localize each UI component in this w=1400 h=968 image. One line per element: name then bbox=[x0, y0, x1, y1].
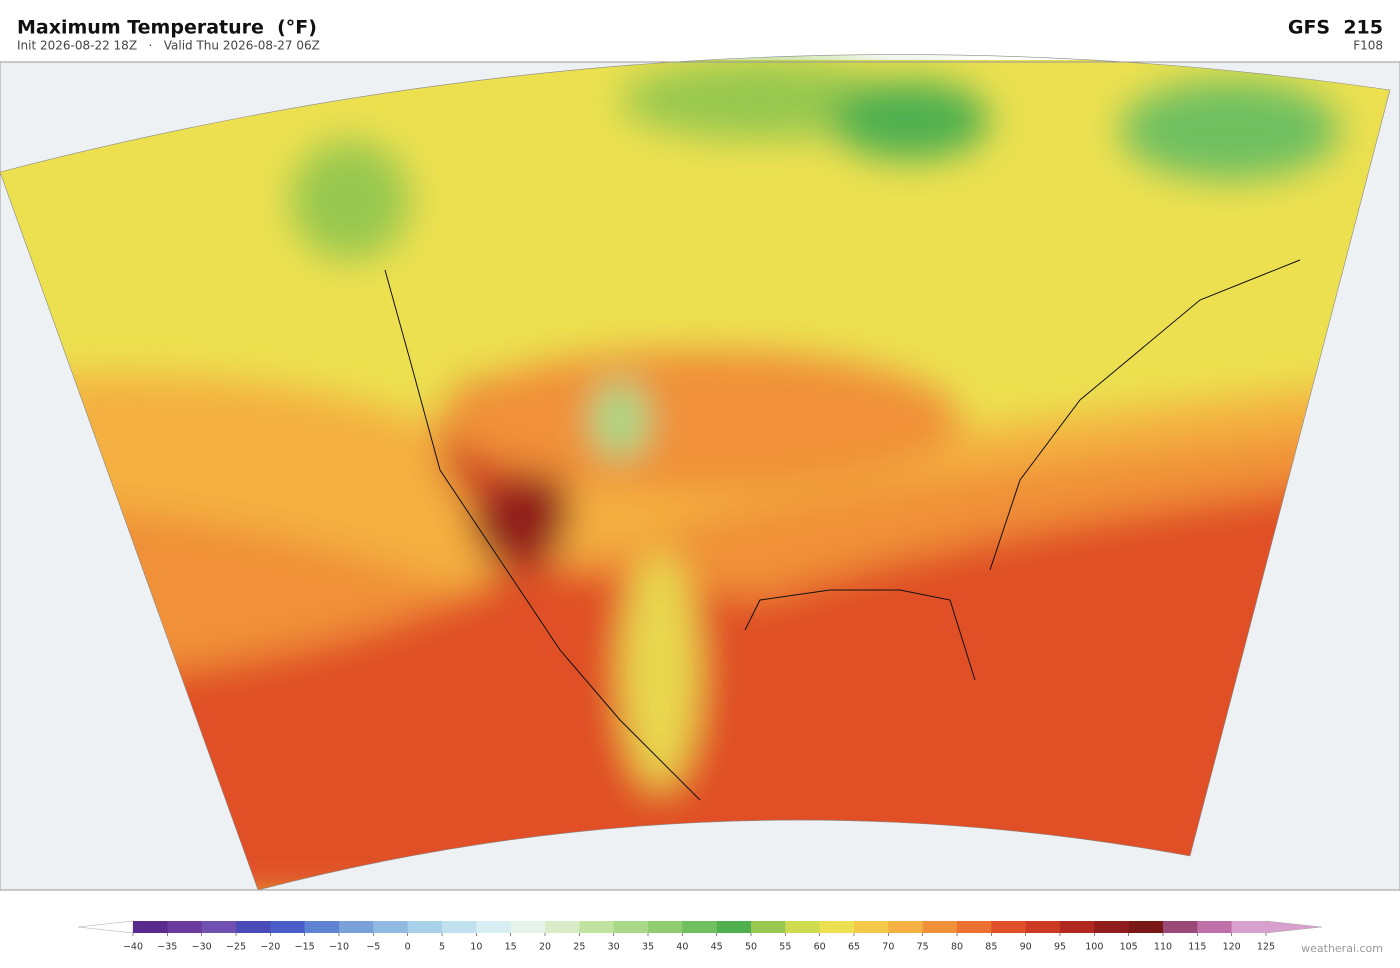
colorbar-tick-label: −30 bbox=[192, 942, 212, 953]
colorbar-tick-label: 110 bbox=[1154, 942, 1172, 953]
colorbar-tick-label: 40 bbox=[676, 942, 688, 953]
colorbar-bin bbox=[167, 921, 202, 933]
colorbar-tick-label: 0 bbox=[405, 942, 411, 953]
colorbar-tick-label: 125 bbox=[1257, 942, 1275, 953]
colorbar-tick-label: 25 bbox=[573, 942, 585, 953]
colorbar-bin bbox=[1060, 921, 1095, 933]
colorbar-tick-label: 30 bbox=[608, 942, 620, 953]
title: Maximum Temperature (°F) bbox=[17, 17, 317, 39]
colorbar: −40 −35 −30 −25 −20 −15 −10 −5 0 5 10 15 20 25 30 35 40 4… bbox=[77, 920, 1323, 953]
map-border bbox=[0, 61, 1400, 891]
colorbar-over bbox=[1265, 920, 1323, 934]
colorbar-bin bbox=[613, 921, 649, 933]
colorbar-bin bbox=[957, 921, 992, 933]
colorbar-tick-label: 85 bbox=[985, 942, 997, 953]
colorbar-bin bbox=[991, 921, 1026, 933]
colorbar-bin bbox=[682, 921, 717, 933]
colorbar-tick-label: 75 bbox=[917, 942, 929, 953]
colorbar-tick-label: 120 bbox=[1223, 942, 1241, 953]
colorbar-tick-label: 60 bbox=[814, 942, 826, 953]
domain-outline bbox=[0, 54, 1391, 891]
colorbar-tick-label: 105 bbox=[1120, 942, 1138, 953]
coastline bbox=[384, 259, 1301, 801]
colorbar-bin bbox=[716, 921, 752, 933]
colorbar-tick-label: 90 bbox=[1020, 942, 1032, 953]
colorbar-tick-label: −5 bbox=[366, 942, 380, 953]
colorbar-tick-label: 45 bbox=[711, 942, 723, 953]
colorbar-bin bbox=[751, 921, 786, 933]
colorbar-bin bbox=[236, 921, 271, 933]
colorbar-bin bbox=[476, 921, 511, 933]
colorbar-bin bbox=[648, 921, 683, 933]
colorbar-bin bbox=[510, 921, 546, 933]
colorbar-bin bbox=[339, 921, 374, 933]
temperature-field bbox=[0, 60, 1390, 890]
colorbar-bin bbox=[888, 921, 923, 933]
colorbar-tick-label: 35 bbox=[642, 942, 654, 953]
colorbar-bin bbox=[407, 921, 443, 933]
subtitle: Init 2026-08-22 18Z · Valid Thu 2026-08-… bbox=[17, 39, 320, 53]
colorbar-tick-label: −35 bbox=[157, 942, 177, 953]
colorbar-tick-label: −15 bbox=[295, 942, 315, 953]
colorbar-bin bbox=[1128, 921, 1164, 933]
colorbar-tick-label: 15 bbox=[505, 942, 517, 953]
colorbar-tick-label: 10 bbox=[470, 942, 482, 953]
colorbar-bin bbox=[854, 921, 889, 933]
colorbar-bin bbox=[201, 921, 237, 933]
watermark: weatherai.com bbox=[1301, 942, 1383, 955]
colorbar-tick-label: 95 bbox=[1054, 942, 1066, 953]
colorbar-tick-label: 20 bbox=[539, 942, 551, 953]
colorbar-bin bbox=[1025, 921, 1061, 933]
colorbar-bin bbox=[1163, 921, 1198, 933]
colorbar-bin bbox=[819, 921, 855, 933]
colorbar-tick-label: −40 bbox=[123, 942, 143, 953]
colorbar-tick-label: 5 bbox=[439, 942, 445, 953]
colorbar-tick-label: 70 bbox=[882, 942, 894, 953]
colorbar-tick-label: 115 bbox=[1188, 942, 1206, 953]
colorbar-bin bbox=[1231, 921, 1267, 933]
colorbar-tick-label: 55 bbox=[779, 942, 791, 953]
colorbar-tick-label: −25 bbox=[226, 942, 246, 953]
colorbar-tick-label: 50 bbox=[745, 942, 757, 953]
colorbar-bin bbox=[304, 921, 340, 933]
colorbar-bin bbox=[545, 921, 580, 933]
colorbar-bin bbox=[1094, 921, 1129, 933]
colorbar-bin bbox=[442, 921, 477, 933]
colorbar-tick-label: 65 bbox=[848, 942, 860, 953]
colorbar-tick-label: −10 bbox=[329, 942, 349, 953]
colorbar-bin bbox=[270, 921, 305, 933]
colorbar-bin bbox=[373, 921, 408, 933]
colorbar-tick-label: 80 bbox=[951, 942, 963, 953]
colorbar-bin bbox=[785, 921, 820, 933]
colorbar-bin bbox=[579, 921, 614, 933]
colorbar-tick-label: 100 bbox=[1085, 942, 1103, 953]
colorbar-under bbox=[77, 920, 134, 934]
model-label: GFS 215 bbox=[1288, 17, 1383, 39]
colorbar-tick-label: −20 bbox=[260, 942, 280, 953]
colorbar-bin bbox=[133, 921, 168, 933]
forecast-hour: F108 bbox=[1353, 39, 1383, 53]
colorbar-bin bbox=[1197, 921, 1232, 933]
field-blobs bbox=[0, 60, 1390, 890]
colorbar-bin bbox=[922, 921, 958, 933]
